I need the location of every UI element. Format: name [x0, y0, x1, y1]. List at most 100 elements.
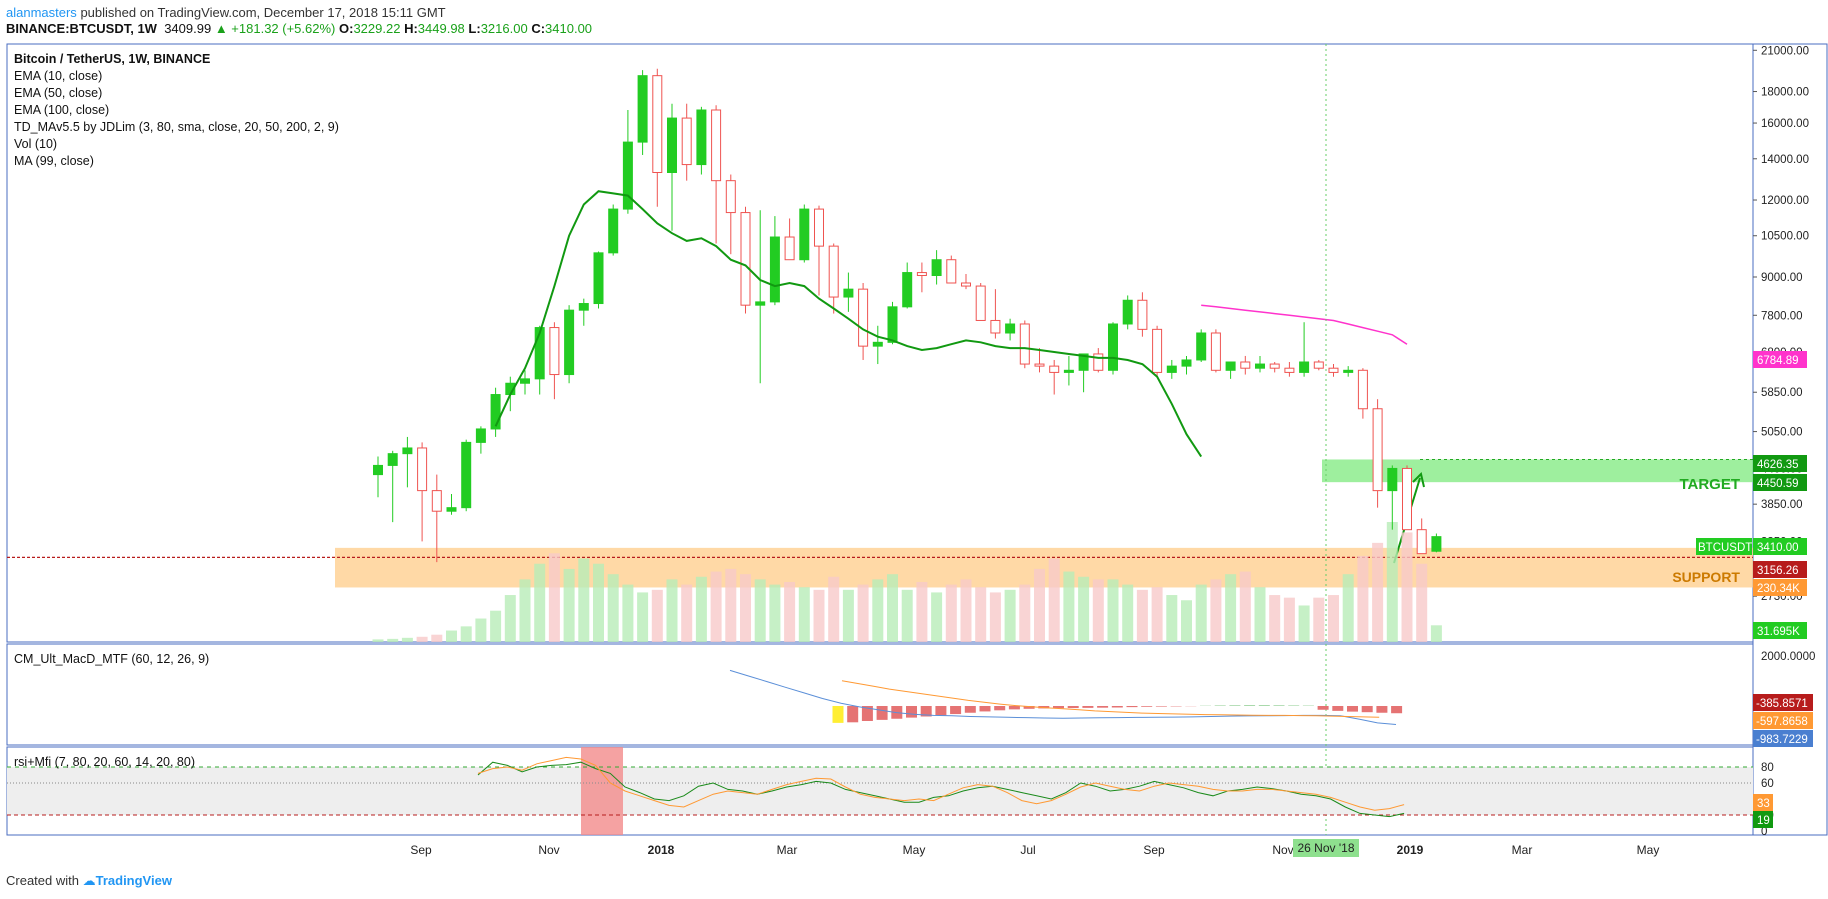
macd-label: -597.8658	[1756, 716, 1808, 728]
macd-pane-frame	[6, 643, 1754, 746]
price-change: ▲ +181.32 (+5.62%)	[214, 21, 336, 36]
candle-body	[1284, 367, 1295, 373]
candle-body	[1166, 365, 1177, 373]
footer: Created with ☁TradingView	[6, 873, 172, 889]
legend-ema10[interactable]: EMA (10, close)	[14, 69, 103, 83]
candle-body	[1137, 299, 1148, 330]
volume-bar	[401, 637, 413, 642]
macd-histogram-bar	[861, 706, 873, 721]
macd-histogram-bar	[1126, 706, 1138, 708]
price-tick-label: 12000.00	[1761, 195, 1809, 207]
volume-bar	[1269, 595, 1281, 642]
publish-info: alanmasters published on TradingView.com…	[6, 5, 446, 20]
volume-bar	[666, 579, 678, 642]
price-tick-label: 5050.00	[1761, 427, 1803, 439]
macd-label: -385.8571	[1756, 698, 1808, 710]
legend-ema50[interactable]: EMA (50, close)	[14, 86, 103, 100]
volume-bar	[490, 610, 502, 642]
author-link[interactable]: alanmasters	[6, 5, 77, 20]
candle-body	[696, 109, 707, 166]
candle-body	[755, 301, 766, 306]
legend-rsi-mfi[interactable]: rsi+Mfi (7, 80, 20, 60, 14, 20, 80)	[14, 755, 195, 769]
legend-macd[interactable]: CM_Ult_MacD_MTF (60, 12, 26, 9)	[14, 652, 210, 666]
macd-histogram-bar	[1111, 706, 1123, 708]
volume-bar	[1181, 600, 1192, 642]
candle-body	[1210, 332, 1221, 371]
symbol-info: BINANCE:BTCUSDT, 1W 3409.99 ▲ +181.32 (+…	[6, 21, 592, 36]
volume-bar	[475, 618, 487, 642]
macd-histogram-bar	[994, 706, 1006, 711]
tradingview-brand-link[interactable]: TradingView	[95, 873, 172, 888]
candle-body	[446, 507, 457, 512]
symbol-tag-box	[1696, 538, 1752, 555]
volume-bar	[960, 579, 972, 642]
candle-body	[725, 180, 736, 214]
macd-histogram-bar	[1317, 706, 1329, 710]
price-label: 4626.35	[1757, 459, 1799, 471]
macd-tick-label: 2000.0000	[1761, 651, 1815, 663]
rsi-band	[7, 767, 1753, 815]
time-axis-label: 2018	[648, 843, 675, 857]
macd-histogram-bar	[1361, 706, 1373, 713]
candle-body	[902, 272, 913, 308]
candle-body	[1019, 323, 1030, 365]
candle-body	[681, 117, 692, 166]
volume-bar	[593, 563, 604, 642]
volume-bar	[1372, 542, 1384, 642]
ma99-line	[1201, 304, 1408, 345]
macd-histogram-bar	[920, 706, 932, 717]
crosshair-date-box	[1293, 839, 1359, 857]
candle-body	[1049, 365, 1060, 373]
legend-td-ma[interactable]: TD_MAv5.5 by JDLim (3, 80, sma, close, 2…	[14, 120, 339, 134]
macd-histogram-bar	[950, 706, 962, 715]
price-label: 6784.89	[1757, 355, 1799, 367]
volume-bar	[622, 584, 634, 642]
legend-ma99[interactable]: MA (99, close)	[14, 154, 94, 168]
low-value: 3216.00	[480, 21, 528, 36]
candle-body	[564, 309, 575, 376]
rsi-tick-label: 60	[1761, 778, 1774, 790]
volume-bar	[1239, 571, 1251, 642]
volume-bar	[887, 574, 898, 642]
price-label: 31.695K	[1757, 626, 1800, 638]
macd-histogram-bar	[1067, 706, 1079, 709]
macd-histogram-bar	[1347, 706, 1358, 712]
price-label-box	[1753, 622, 1807, 639]
candle-body	[1181, 359, 1192, 367]
legend-volume[interactable]: Vol (10)	[14, 137, 58, 151]
candle-body	[520, 378, 530, 384]
rsi-label: 19	[1757, 815, 1770, 827]
volume-bar	[387, 638, 399, 642]
rsi-label-box	[1753, 811, 1773, 828]
volume-bar	[813, 589, 825, 642]
volume-bar	[431, 634, 443, 642]
volume-bar	[1225, 574, 1237, 642]
price-label: 3156.26	[1757, 565, 1799, 577]
volume-bar	[681, 584, 693, 642]
macd-label: -983.7229	[1756, 734, 1808, 746]
high-value: 3449.98	[417, 21, 465, 36]
volume-bar	[1166, 595, 1178, 642]
volume-bar	[1283, 597, 1295, 642]
candle-body	[1387, 467, 1398, 492]
macd-histogram-bar	[935, 706, 947, 716]
candle-body	[431, 490, 442, 512]
price-label-box	[1753, 455, 1807, 472]
volume-bar	[578, 558, 590, 642]
price-label: 4450.59	[1757, 478, 1799, 490]
macd-histogram-bar	[876, 706, 888, 720]
volume-bar	[519, 579, 531, 642]
volume-bar	[1401, 532, 1413, 642]
volume-bar	[637, 592, 649, 642]
macd-histogram-bar	[1376, 706, 1388, 713]
volume-bar	[769, 584, 781, 642]
volume-bar	[989, 592, 1001, 642]
macd-histogram-bar	[847, 706, 859, 723]
candle-body	[1431, 536, 1442, 552]
time-axis-label: Jul	[1020, 843, 1035, 857]
candle-body	[387, 453, 398, 466]
legend-ema100[interactable]: EMA (100, close)	[14, 103, 110, 117]
price-label-box	[1753, 351, 1807, 368]
low-label: L:	[468, 21, 481, 36]
